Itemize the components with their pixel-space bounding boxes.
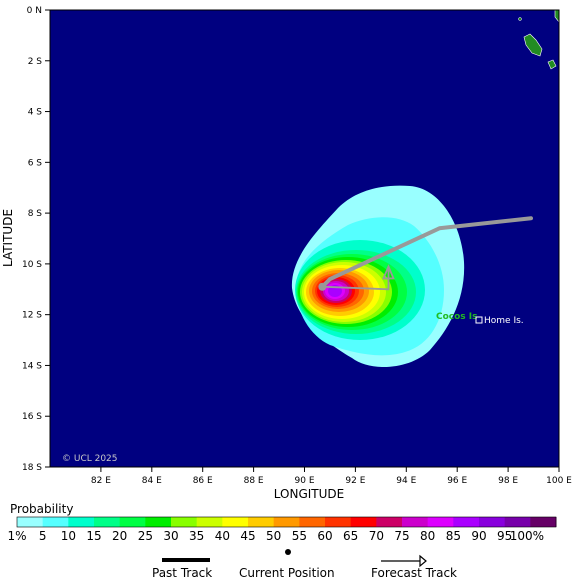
lon-tick-label: 94 E — [396, 476, 416, 486]
plot-frame — [49, 9, 560, 468]
colorbar-tick-label: 85 — [445, 529, 461, 543]
probability-colorbar — [16, 516, 557, 528]
lat-tick-label: 10 S — [22, 260, 42, 270]
lat-tick-label: 8 S — [28, 209, 43, 219]
past-track-label: Past Track — [152, 566, 213, 580]
lon-tick-label: 96 E — [447, 476, 467, 486]
lon-tick-label: 98 E — [498, 476, 518, 486]
island-shape — [547, 59, 557, 70]
probability-swath — [291, 185, 465, 368]
colorbar-tick-label: 50 — [266, 529, 282, 543]
colorbar-segment — [504, 517, 531, 527]
colorbar-segment — [402, 517, 429, 527]
colorbar-segment — [530, 517, 557, 527]
colorbar-segment — [453, 517, 480, 527]
colorbar-tick-label: 95 — [497, 529, 513, 543]
forecast-arrowhead — [382, 264, 395, 280]
colorbar-segment — [145, 517, 172, 527]
colorbar-tick-label: 75 — [394, 529, 410, 543]
colorbar-segment — [222, 517, 249, 527]
colorbar-segment — [350, 517, 377, 527]
colorbar-segment — [299, 517, 326, 527]
colorbar-segment — [325, 517, 352, 527]
lat-tick-label: 0 N — [27, 6, 42, 16]
cocos-islands-label: Cocos Is — [436, 312, 478, 322]
colorbar-segment — [427, 517, 454, 527]
lon-tick-label: 92 E — [345, 476, 365, 486]
colorbar-segment — [119, 517, 146, 527]
lon-tick-label: 100 E — [546, 476, 572, 486]
lat-tick-label: 2 S — [28, 57, 43, 67]
forecast-track-label: Forecast Track — [371, 566, 457, 580]
forecast-track-key-arrow — [381, 554, 427, 568]
island-shape — [523, 33, 543, 57]
colorbar-segment — [196, 517, 223, 527]
colorbar-segment — [479, 517, 506, 527]
colorbar-tick-label: 80 — [420, 529, 436, 543]
home-island-label: Home Is. — [484, 316, 524, 326]
colorbar-tick-label: 10 — [60, 529, 76, 543]
credit-label: © UCL 2025 — [62, 454, 118, 464]
y-axis-title: LATITUDE — [1, 209, 15, 267]
lon-tick-label: 90 E — [295, 476, 315, 486]
lon-tick-label: 86 E — [193, 476, 213, 486]
colorbar-tick-label: 90 — [471, 529, 487, 543]
current-position-marker — [318, 282, 327, 291]
colorbar-tick-label: 70 — [368, 529, 384, 543]
colorbar-tick-label: 30 — [163, 529, 179, 543]
colorbar-tick-label: 65 — [343, 529, 359, 543]
colorbar-segment — [171, 517, 198, 527]
colorbar-segment — [94, 517, 121, 527]
lat-tick-label: 16 S — [22, 412, 42, 422]
past-track-line — [320, 216, 533, 289]
colorbar-tick-label: 20 — [112, 529, 128, 543]
storm-tracks — [318, 216, 533, 291]
island-shape — [554, 10, 559, 23]
colorbar-tick-label: 55 — [291, 529, 307, 543]
colorbar-segment — [17, 517, 44, 527]
colorbar-segment — [68, 517, 95, 527]
current-position-key-dot — [285, 549, 291, 555]
colorbar-tick-label: 35 — [189, 529, 205, 543]
colorbar-tick-label: 1% — [7, 529, 27, 543]
colorbar-segment — [273, 517, 300, 527]
lat-tick-label: 14 S — [22, 361, 42, 371]
lon-tick-label: 88 E — [244, 476, 264, 486]
lat-tick-label: 4 S — [28, 108, 43, 118]
lon-tick-label: 84 E — [142, 476, 162, 486]
land-areas — [518, 10, 559, 70]
colorbar-tick-label: 15 — [86, 529, 102, 543]
colorbar-tick-label: 40 — [214, 529, 230, 543]
colorbar-segment — [42, 517, 69, 527]
current-position-label: Current Position — [239, 566, 335, 580]
lon-tick-label: 82 E — [91, 476, 111, 486]
colorbar-tick-label: 25 — [137, 529, 153, 543]
lat-tick-label: 18 S — [22, 463, 42, 473]
colorbar-segment — [376, 517, 403, 527]
axis-ticks: 82 E 84 E 86 E 88 E 90 E 92 E 94 E 96 E 98 E 100 … — [22, 6, 572, 486]
legend-title: Probability — [10, 502, 74, 516]
colorbar-frame — [16, 516, 557, 528]
forecast-track-line — [322, 266, 390, 291]
lat-tick-label: 6 S — [28, 158, 43, 168]
lat-tick-label: 12 S — [22, 311, 42, 321]
colorbar-tick-label: 60 — [317, 529, 333, 543]
x-axis-title: LONGITUDE — [274, 487, 344, 501]
home-island-marker — [475, 316, 483, 324]
colorbar-tick-label: 100% — [509, 529, 545, 543]
ocean-area — [50, 10, 559, 467]
colorbar-tick-label: 45 — [240, 529, 256, 543]
colorbar-segment — [248, 517, 275, 527]
colorbar-tick-label: 5 — [38, 529, 47, 543]
island-shape — [518, 17, 522, 21]
